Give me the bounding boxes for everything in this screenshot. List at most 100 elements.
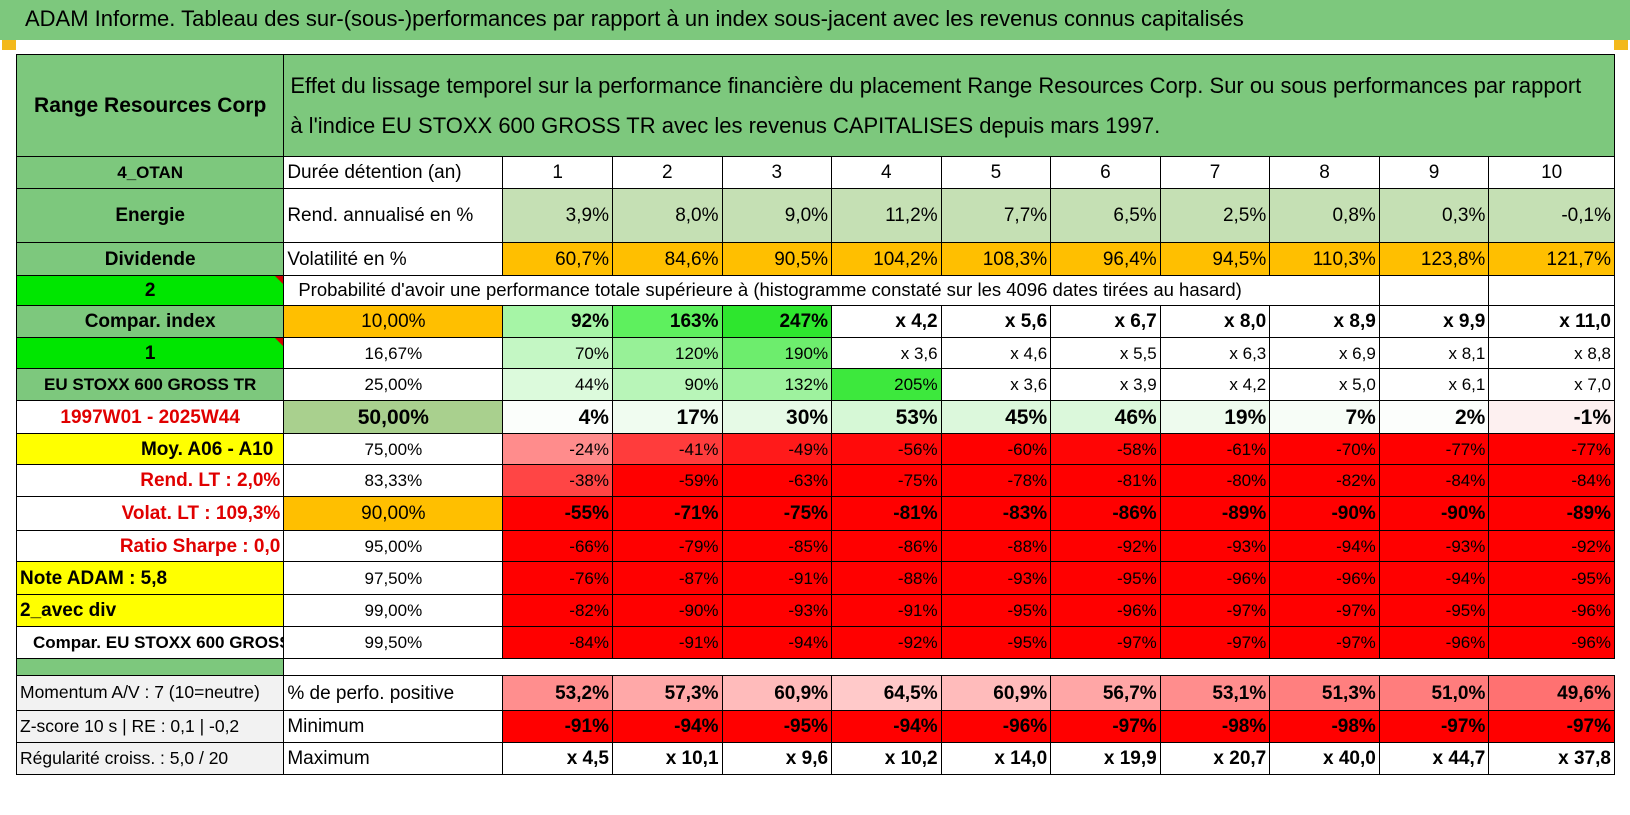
performance-table: Range Resources Corp Effet du lissage te… [15,54,1615,775]
prob-cell: -84% [1488,464,1615,497]
volatilite-cell: 84,6% [611,242,723,276]
zscore-label: Z-score 10 s | RE : 0,1 | -0,2 [15,710,285,743]
probability-pct: 99,50% [283,626,504,659]
minimum-cell: -98% [1159,710,1271,743]
prob-cell: -97% [1269,594,1380,627]
prob-cell: -93% [940,561,1052,595]
index-name-label: EU STOXX 600 GROSS TR [15,368,285,401]
prob-cell: x 3,6 [940,368,1052,401]
maximum-cell: x 10,2 [831,742,942,775]
prob-cell: 45% [940,400,1052,434]
prob-cell: -94% [1269,530,1380,562]
year-cell: 5 [940,156,1052,189]
left-marker [2,40,16,50]
volat-lt-label: Volat. LT : 109,3% [15,496,285,531]
probability-row: Volat. LT : 109,3% 90,00% -55% -71% -75%… [15,496,1615,531]
prob-cell: 205% [831,368,942,401]
prob-cell: -88% [940,530,1052,562]
maximum-cell: x 37,8 [1488,742,1615,775]
company-name: Range Resources Corp [15,54,285,157]
spacer-row [15,658,1615,676]
prob-cell: -92% [1488,530,1615,562]
volatilite-row: Dividende Volatilité en % 60,7% 84,6% 90… [15,242,1615,276]
prob-cell: x 5,0 [1269,368,1380,401]
prob-cell: 7% [1269,400,1380,434]
prob-cell: -94% [1378,561,1490,595]
prob-cell: 132% [721,368,833,401]
volatilite-cell: 110,3% [1269,242,1380,276]
prob-cell: -96% [1159,561,1271,595]
maximum-cell: x 40,0 [1269,742,1380,775]
prob-cell: -85% [721,530,833,562]
header-row: Range Resources Corp Effet du lissage te… [15,54,1615,157]
prob-cell: -71% [611,496,723,531]
prob-cell: -84% [502,626,613,659]
spacer-green [15,658,285,676]
probability-caption: Probabilité d'avoir une performance tota… [283,275,1380,306]
prob-cell: -93% [1159,530,1271,562]
prob-cell: 247% [721,305,833,338]
maximum-cell: x 9,6 [721,742,833,775]
maximum-row: Régularité croiss. : 5,0 / 20 Maximum x … [15,742,1615,775]
prob-cell: -90% [1378,496,1490,531]
prob-cell: 17% [611,400,723,434]
prob-cell: -38% [502,464,613,497]
banner: ADAM Informe. Tableau des sur-(sous-)per… [0,0,1630,40]
maximum-cell: x 4,5 [502,742,613,775]
rendement-cell: 9,0% [721,188,833,243]
probability-row: Rend. LT : 2,0% 83,33% -38% -59% -63% -7… [15,464,1615,497]
prob-cell: -81% [1050,464,1161,497]
prob-cell: -97% [1159,626,1271,659]
prob-cell: -91% [611,626,723,659]
minimum-cell: -97% [1050,710,1161,743]
volatilite-cell: 96,4% [1050,242,1161,276]
rendement-cell: -0,1% [1488,188,1615,243]
year-cell: 6 [1050,156,1161,189]
table-description: Effet du lissage temporel sur la perform… [283,54,1615,157]
empty-cell [1488,275,1615,306]
prob-cell: x 5,5 [1050,337,1161,369]
rendement-cell: 0,8% [1269,188,1380,243]
probability-pct: 83,33% [283,464,504,497]
prob-cell: -41% [611,433,723,465]
probability-pct: 10,00% [283,305,504,338]
positive-cell: 57,3% [611,675,723,711]
probability-pct: 97,50% [283,561,504,595]
prob-cell: x 6,7 [1050,305,1161,338]
minimum-cell: -98% [1269,710,1380,743]
rendement-cell: 8,0% [611,188,723,243]
prob-cell: 70% [502,337,613,369]
prob-cell: -95% [1488,561,1615,595]
volatilite-cell: 90,5% [721,242,833,276]
minimum-cell: -94% [611,710,723,743]
prob-cell: 44% [502,368,613,401]
moy-label: Moy. A06 - A10 [15,433,285,465]
rendement-label: Rend. annualisé en % [283,188,504,243]
volatilite-cell: 60,7% [502,242,613,276]
years-row: 4_OTAN Durée détention (an) 1 2 3 4 5 6 … [15,156,1615,189]
prob-cell: 30% [721,400,833,434]
prob-cell: -95% [940,594,1052,627]
rendement-cell: 0,3% [1378,188,1490,243]
prob-cell: x 7,0 [1488,368,1615,401]
maximum-label: Maximum [283,742,504,775]
prob-cell: -76% [502,561,613,595]
prob-cell: -96% [1488,594,1615,627]
prob-cell: x 3,6 [831,337,942,369]
maximum-cell: x 19,9 [1050,742,1161,775]
probability-row: Compar. index 10,00% 92% 163% 247% x 4,2… [15,305,1615,338]
prob-cell: x 3,9 [1050,368,1161,401]
rendement-cell: 7,7% [940,188,1052,243]
probability-row: 2_avec div 99,00% -82% -90% -93% -91% -9… [15,594,1615,627]
year-cell: 1 [502,156,613,189]
prob-cell: -82% [502,594,613,627]
probability-pct: 16,67% [283,337,504,369]
regularite-label: Régularité croiss. : 5,0 / 20 [15,742,285,775]
prob-cell: -83% [940,496,1052,531]
prob-cell: 2% [1378,400,1490,434]
prob-cell: -75% [831,464,942,497]
year-cell: 8 [1269,156,1380,189]
prob-cell: -90% [611,594,723,627]
prob-cell: 46% [1050,400,1161,434]
prob-cell: -91% [831,594,942,627]
